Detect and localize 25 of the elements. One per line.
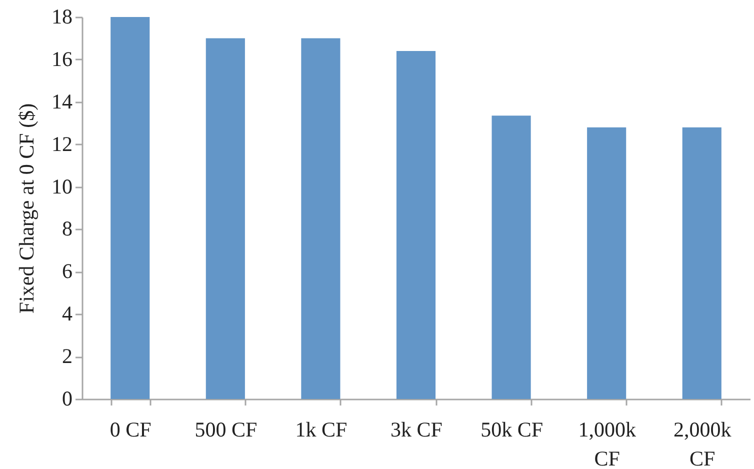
bar [396, 50, 436, 399]
x-tick-label: 1,000k CF [578, 418, 636, 469]
y-tick-label: 4 [62, 302, 73, 326]
bar [587, 127, 626, 399]
bar [492, 116, 531, 399]
bar [301, 38, 340, 399]
y-tick-label: 6 [62, 259, 72, 284]
bar [682, 127, 722, 399]
y-tick-label: 2 [62, 344, 72, 368]
bar [110, 17, 150, 399]
y-tick-label: 14 [52, 89, 73, 114]
y-tick-label: 10 [52, 174, 72, 198]
x-tick-label: 50k CF [480, 418, 544, 442]
bar [206, 38, 245, 399]
x-tick-label: 2,000k CF [674, 418, 732, 469]
x-tick-label: 0 CF [110, 418, 152, 442]
y-axis-title: Fixed Charge at 0 CF ($) [14, 103, 38, 314]
y-tick-label: 12 [52, 132, 72, 156]
x-tick-label: 3k CF [390, 418, 442, 442]
x-tick-label: 500 CF [194, 418, 258, 442]
x-tick-label: 1k CF [295, 418, 348, 442]
y-tick-label: 0 [62, 386, 72, 410]
y-tick-label: 8 [62, 216, 72, 241]
y-tick-label: 16 [52, 46, 72, 71]
y-tick-label: 18 [52, 4, 72, 28]
